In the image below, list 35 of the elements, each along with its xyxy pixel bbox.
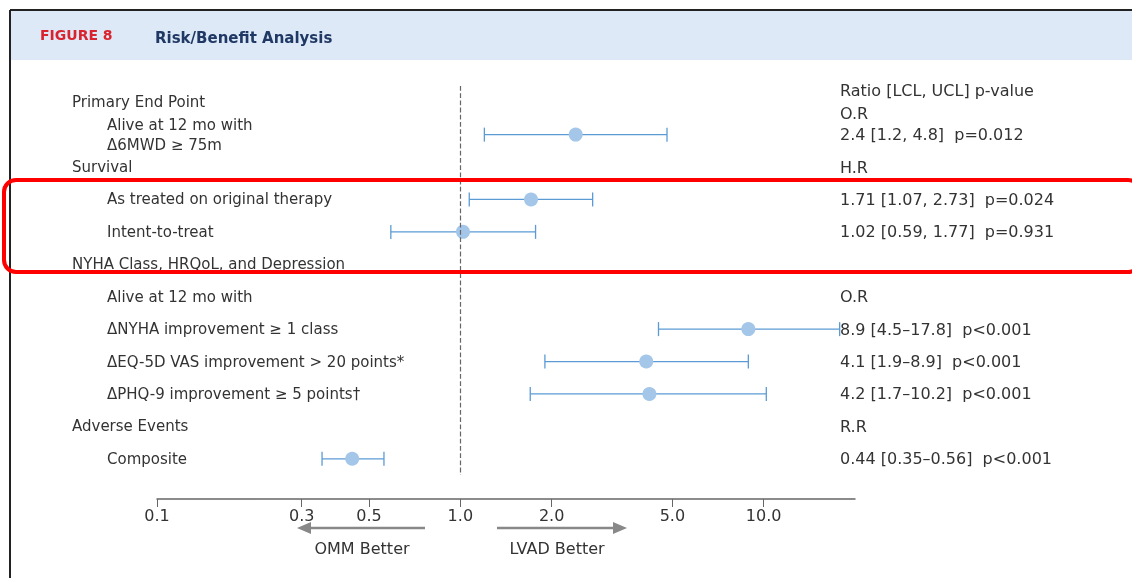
y-tick-label: ΔEQ-5D VAS improvement > 20 points* xyxy=(107,352,405,371)
annotation: Ratio [LCL, UCL] p-value xyxy=(840,80,1034,100)
annotation: NYHA Class, HRQoL, and Depression xyxy=(72,255,346,274)
y-tick-label: Intent-to-treat xyxy=(107,222,214,241)
y-tick-label: ΔNYHA improvement ≥ 1 class xyxy=(107,320,339,339)
annotation: 1.02 [0.59, 1.77] p=0.931 xyxy=(840,222,1055,242)
x-tick-label: 1.0 xyxy=(447,505,474,525)
caption: FIGURE 8 xyxy=(40,27,113,43)
annotation: 4.1 [1.9–8.9] p<0.001 xyxy=(840,352,1022,372)
annotation: 4.2 [1.7–10.2] p<0.001 xyxy=(840,384,1032,404)
chart-title: Risk/Benefit Analysis xyxy=(155,28,333,47)
annotation: R.R xyxy=(840,416,867,436)
annotation: 1.71 [1.07, 2.73] p=0.024 xyxy=(840,189,1055,209)
annotation: 8.9 [4.5–17.8] p<0.001 xyxy=(840,319,1032,339)
annotation: Primary End Point xyxy=(72,93,206,112)
x-tick-label: 0.1 xyxy=(144,505,170,525)
text: LVAD Better xyxy=(509,538,606,558)
x-tick-label: 10.0 xyxy=(745,505,782,525)
annotation: H.R xyxy=(840,157,868,177)
annotation: 0.44 [0.35–0.56] p<0.001 xyxy=(840,449,1052,469)
annotation: O.R xyxy=(840,287,869,307)
x-tick-label: 0.5 xyxy=(356,505,382,525)
x-tick-label: 5.0 xyxy=(659,505,686,525)
annotation: O.R xyxy=(840,103,869,123)
y-tick-label: ΔPHQ-9 improvement ≥ 5 points† xyxy=(107,384,361,403)
x-tick-label: 0.3 xyxy=(289,505,315,525)
y-tick-label: Alive at 12 mo with Δ6MWD ≥ 75m xyxy=(107,115,253,154)
annotation: Alive at 12 mo with xyxy=(107,287,253,306)
annotation: 2.4 [1.2, 4.8] p=0.012 xyxy=(840,125,1024,145)
x-tick-label: 2.0 xyxy=(538,505,565,525)
y-tick-label: Composite xyxy=(107,449,188,468)
text: OMM Better xyxy=(314,538,410,558)
annotation: Adverse Events xyxy=(72,417,189,436)
text: Survival xyxy=(72,158,133,177)
y-tick-label: As treated on original therapy xyxy=(107,190,333,209)
